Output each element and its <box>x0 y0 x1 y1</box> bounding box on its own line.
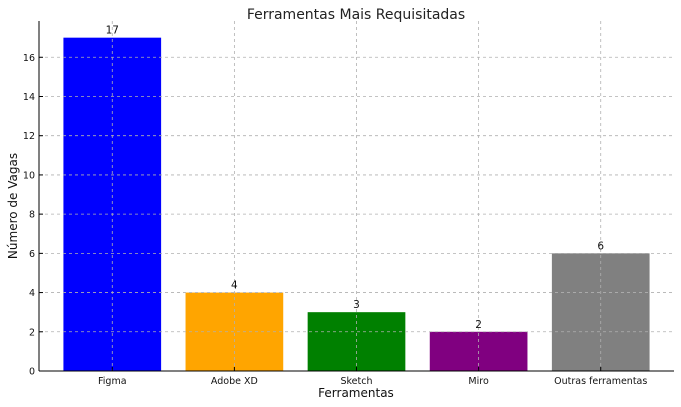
y-tick-label: 2 <box>29 327 35 338</box>
y-tick-label: 0 <box>29 367 35 378</box>
y-axis-label: Número de Vagas <box>6 153 20 259</box>
x-tick-label: Adobe XD <box>211 376 258 387</box>
x-ticks: Figma Adobe XD Sketch Miro Outras ferramenta… <box>98 367 647 387</box>
x-gridlines <box>111 21 602 371</box>
data-label: 17 <box>106 25 119 37</box>
data-label: 6 <box>597 240 604 252</box>
y-tick-label: 16 <box>23 53 35 64</box>
y-tick-label: 12 <box>23 131 35 142</box>
y-ticks: 0 2 4 6 8 10 12 14 16 <box>23 53 43 378</box>
y-tick-label: 8 <box>29 210 35 221</box>
chart-title: Ferramentas Mais Requisitadas <box>247 7 465 23</box>
x-axis-label: Ferramentas <box>318 386 394 400</box>
data-labels: 17 4 3 2 6 <box>106 25 605 331</box>
x-tick-label: Sketch <box>340 376 372 387</box>
y-tick-label: 14 <box>23 92 35 103</box>
x-tick-label: Outras ferramentas <box>554 376 647 387</box>
x-tick-label: Miro <box>468 376 489 387</box>
data-label: 4 <box>231 280 238 292</box>
x-tick-label: Figma <box>98 376 127 387</box>
data-label: 3 <box>353 299 360 311</box>
data-label: 2 <box>475 319 482 331</box>
y-tick-label: 4 <box>29 288 35 299</box>
y-tick-label: 10 <box>23 170 35 181</box>
y-tick-label: 6 <box>29 249 35 260</box>
